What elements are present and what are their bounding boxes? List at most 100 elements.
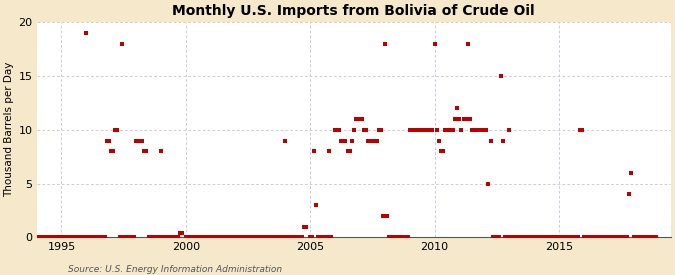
Point	[549, 235, 560, 240]
Point	[375, 128, 386, 132]
Point	[412, 128, 423, 132]
Point	[383, 235, 394, 240]
Point	[213, 235, 224, 240]
Point	[460, 117, 471, 121]
Point	[464, 117, 475, 121]
Point	[452, 106, 463, 111]
Point	[624, 192, 634, 197]
Point	[562, 235, 572, 240]
Point	[52, 235, 63, 240]
Point	[50, 235, 61, 240]
Point	[477, 128, 487, 132]
Point	[418, 128, 429, 132]
Point	[230, 235, 241, 240]
Point	[643, 235, 653, 240]
Point	[220, 235, 231, 240]
Point	[73, 235, 84, 240]
Point	[276, 235, 287, 240]
Point	[35, 235, 46, 240]
Point	[69, 235, 80, 240]
Point	[400, 235, 411, 240]
Point	[454, 117, 465, 121]
Point	[240, 235, 251, 240]
Point	[585, 235, 595, 240]
Point	[365, 138, 376, 143]
Point	[64, 235, 75, 240]
Point	[539, 235, 550, 240]
Point	[329, 128, 340, 132]
Point	[222, 235, 233, 240]
Point	[593, 235, 603, 240]
Point	[348, 128, 359, 132]
Point	[307, 235, 318, 240]
Point	[620, 235, 630, 240]
Point	[450, 117, 460, 121]
Point	[40, 235, 51, 240]
Point	[259, 235, 270, 240]
Point	[458, 117, 469, 121]
Point	[311, 203, 322, 207]
Point	[164, 235, 175, 240]
Point	[437, 149, 448, 153]
Point	[153, 235, 164, 240]
Point	[205, 235, 216, 240]
Point	[558, 235, 568, 240]
Point	[129, 235, 140, 240]
Point	[537, 235, 547, 240]
Point	[524, 235, 535, 240]
Point	[649, 235, 659, 240]
Point	[483, 182, 494, 186]
Point	[110, 128, 121, 132]
Point	[292, 235, 303, 240]
Point	[141, 149, 152, 153]
Point	[182, 235, 193, 240]
Point	[448, 128, 458, 132]
Point	[352, 117, 363, 121]
Point	[255, 235, 266, 240]
Point	[58, 235, 69, 240]
Point	[37, 235, 48, 240]
Point	[354, 117, 365, 121]
Point	[46, 235, 57, 240]
Point	[166, 235, 177, 240]
Point	[116, 42, 127, 46]
Point	[309, 149, 320, 153]
Point	[379, 42, 390, 46]
Title: Monthly U.S. Imports from Bolivia of Crude Oil: Monthly U.S. Imports from Bolivia of Cru…	[172, 4, 535, 18]
Point	[66, 235, 77, 240]
Point	[149, 235, 160, 240]
Point	[479, 128, 489, 132]
Point	[282, 235, 293, 240]
Point	[274, 235, 285, 240]
Point	[489, 235, 500, 240]
Point	[226, 235, 237, 240]
Point	[446, 128, 456, 132]
Point	[406, 128, 417, 132]
Point	[85, 235, 96, 240]
Point	[180, 235, 191, 240]
Point	[591, 235, 601, 240]
Point	[429, 42, 440, 46]
Point	[385, 235, 396, 240]
Point	[143, 235, 154, 240]
Point	[381, 214, 392, 218]
Point	[516, 235, 527, 240]
Point	[290, 235, 301, 240]
Point	[236, 235, 247, 240]
Point	[493, 235, 504, 240]
Point	[566, 235, 576, 240]
Point	[342, 149, 353, 153]
Point	[508, 235, 518, 240]
Point	[265, 235, 276, 240]
Point	[570, 235, 581, 240]
Point	[325, 235, 336, 240]
Point	[435, 149, 446, 153]
Point	[191, 235, 202, 240]
Point	[580, 235, 591, 240]
Point	[568, 235, 579, 240]
Point	[634, 235, 645, 240]
Point	[526, 235, 537, 240]
Point	[42, 235, 53, 240]
Y-axis label: Thousand Barrels per Day: Thousand Barrels per Day	[4, 62, 14, 197]
Point	[433, 138, 444, 143]
